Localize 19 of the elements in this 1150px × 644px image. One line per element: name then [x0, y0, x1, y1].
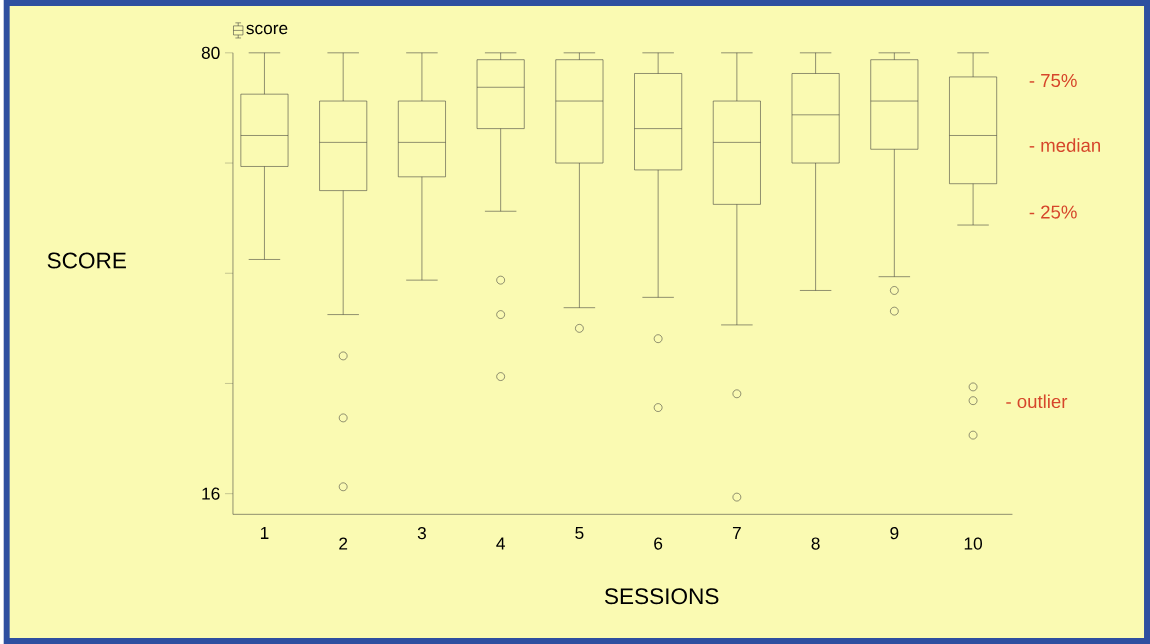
annotation: - outlier	[1006, 394, 1068, 409]
y-axis-title: SCORE	[47, 252, 126, 269]
text: - median	[1029, 138, 1100, 152]
x-tick-label: 8	[811, 537, 820, 550]
x-tick-label: 5	[575, 527, 584, 540]
y-tick-label: 80	[201, 46, 220, 59]
x-tick-label: 1	[260, 527, 269, 539]
x-tick-label: 10	[964, 537, 983, 550]
y-tick-label: 16	[202, 487, 220, 500]
legend-label: score	[246, 24, 288, 35]
x-tick-label: 3	[417, 527, 426, 540]
x-axis-title: SESSIONS	[604, 588, 719, 605]
x-tick-label: 6	[654, 537, 663, 550]
x-tick-label: 9	[890, 527, 899, 540]
x-tick-label: 7	[732, 527, 741, 539]
text: - 75%	[1029, 73, 1077, 88]
text: - 25%	[1029, 205, 1077, 219]
x-tick-label: 4	[496, 537, 505, 550]
x-tick-label: 2	[339, 537, 348, 550]
